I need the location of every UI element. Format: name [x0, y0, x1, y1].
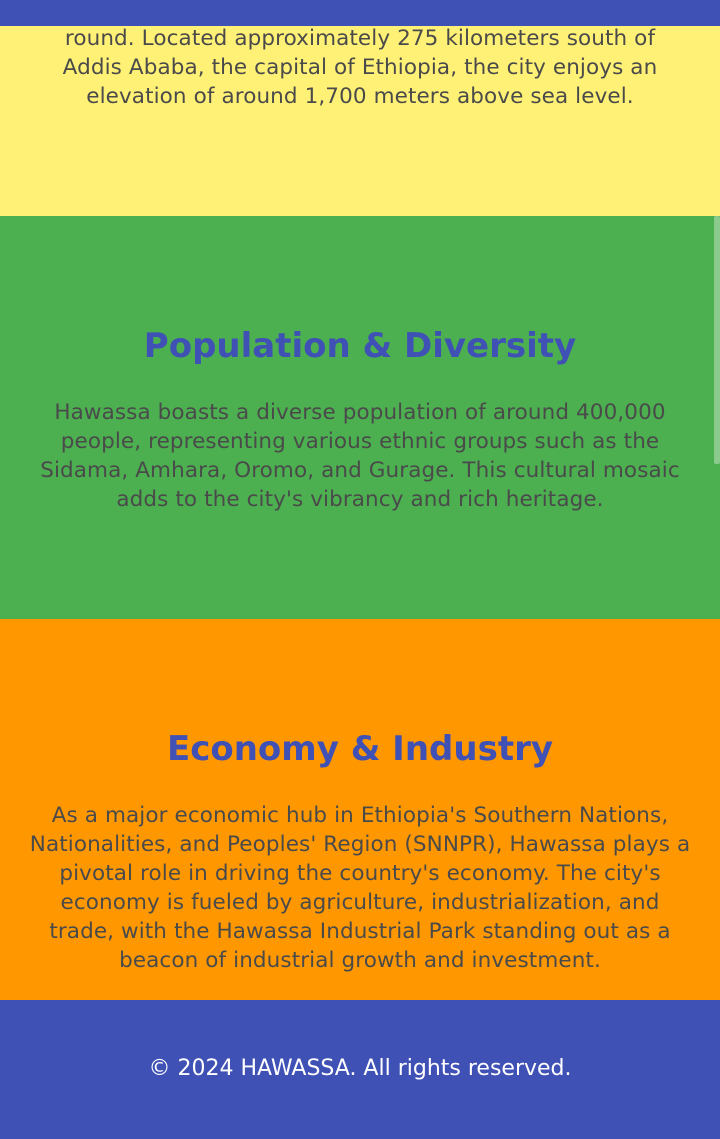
location-section: round. Located approximately 275 kilomet… [0, 26, 720, 216]
economy-title: Economy & Industry [166, 729, 554, 769]
location-text: round. Located approximately 275 kilomet… [62, 26, 658, 109]
header-bar [0, 0, 720, 26]
footer-copyright: © 2024 HAWASSA. All rights reserved. [148, 1056, 572, 1081]
scrollbar-thumb[interactable] [714, 216, 720, 464]
footer: © 2024 HAWASSA. All rights reserved. [0, 1000, 720, 1139]
population-text: Hawassa boasts a diverse population of a… [40, 400, 680, 512]
scrollbar[interactable] [714, 0, 720, 1139]
economy-section: Economy & Industry As a major economic h… [0, 619, 720, 1000]
population-title: Population & Diversity [143, 326, 577, 366]
economy-text: As a major economic hub in Ethiopia's So… [29, 803, 691, 973]
population-section: Population & Diversity Hawassa boasts a … [0, 216, 720, 619]
